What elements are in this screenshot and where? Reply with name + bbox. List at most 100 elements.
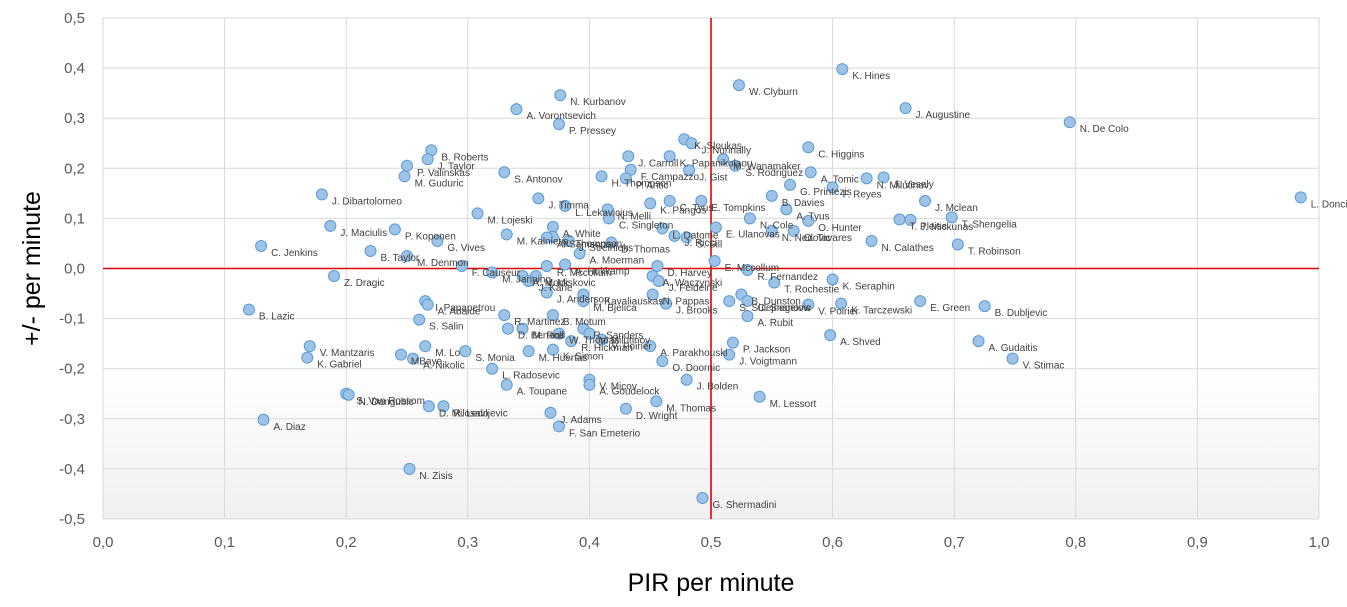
data-point — [455, 259, 468, 272]
point-label: O. Tavares — [804, 233, 852, 244]
point-label: L. Radosevic — [502, 371, 560, 382]
point-label: Z. Dragic — [344, 278, 385, 289]
point-label: N. Milutinov — [877, 180, 929, 191]
point-label: J. Mickunas — [920, 222, 973, 233]
point-label: D. Milosavljevic — [439, 408, 508, 419]
data-point — [500, 228, 513, 241]
point-label: S. Sulejmanovic — [739, 303, 811, 314]
point-label: S. Van Rossom — [356, 396, 425, 407]
point-label: R. Ledo — [453, 408, 488, 419]
data-point — [559, 199, 572, 212]
data-point — [824, 329, 837, 342]
point-label: F. Campazzo — [641, 172, 700, 183]
y-tick-label: 0,3 — [64, 110, 85, 127]
data-point — [732, 79, 745, 92]
point-label: M. Wanamaker — [733, 161, 801, 172]
point-label: F. Reyes — [843, 189, 882, 200]
data-point — [303, 340, 316, 353]
point-label: M. Janning — [502, 275, 551, 286]
reference-lines — [103, 18, 1319, 519]
data-point — [619, 402, 632, 415]
y-tick-labels: 0,5 0,4 0,3 0,2 0,1 0,0 -0,1 -0,2 -0,3 -0,4 -0,5 — [59, 10, 85, 528]
data-point — [394, 348, 407, 361]
point-label: S. Monia — [475, 353, 515, 364]
data-point — [1063, 116, 1076, 129]
x-tick-label: 0,2 — [336, 534, 357, 551]
point-label: V. Milutinov — [599, 336, 650, 347]
data-point — [663, 150, 676, 163]
point-label: J. Feldeine — [669, 283, 718, 294]
data-point — [865, 234, 878, 247]
data-point — [486, 362, 499, 375]
data-point — [559, 258, 572, 271]
data-point — [540, 259, 553, 272]
data-point — [951, 238, 964, 251]
point-label: I. Papapetrou — [435, 303, 495, 314]
data-point — [486, 266, 499, 279]
y-tick-label: 0,5 — [64, 10, 85, 27]
data-point — [553, 118, 565, 131]
point-label: N. Zisis — [419, 471, 452, 482]
data-point — [565, 335, 578, 348]
data-point — [546, 309, 559, 322]
data-point — [562, 234, 575, 247]
data-point — [919, 194, 932, 207]
data-point — [787, 224, 800, 237]
data-point — [546, 220, 559, 233]
data-point — [421, 153, 434, 166]
y-tick-label: 0,1 — [64, 210, 85, 227]
point-label: A. Hukkamp — [575, 266, 630, 277]
data-point — [660, 297, 673, 310]
x-tick-label: 0,6 — [822, 534, 843, 551]
point-label: N. Cole — [760, 220, 794, 231]
point-label: M. Guduric — [415, 178, 464, 189]
point-label: F. Causeur — [472, 268, 521, 279]
point-label: P. Jackson — [743, 345, 791, 356]
data-point — [532, 192, 545, 205]
data-point — [743, 212, 756, 225]
point-label: B. Roberts — [441, 152, 488, 163]
point-label: M. Denmon — [417, 258, 469, 269]
data-point — [802, 141, 815, 154]
data-point — [622, 150, 635, 163]
point-label: V. Poirier — [818, 307, 859, 318]
data-point — [407, 352, 420, 365]
point-label: P. Antic — [636, 180, 669, 191]
point-label: V. Stimac — [1023, 361, 1065, 372]
point-label: P. Pressey — [569, 126, 616, 137]
point-label: D. Harvey — [667, 268, 711, 279]
point-label: J. Augustine — [916, 110, 971, 121]
data-point — [498, 309, 511, 322]
point-label: R. Fernandez — [757, 272, 818, 283]
data-point — [644, 340, 657, 353]
point-label: M. Lojeski — [488, 215, 533, 226]
point-label: A. Gudaitis — [989, 343, 1038, 354]
point-label: G. Vives — [447, 243, 485, 254]
data-point — [709, 221, 722, 234]
point-label: R. Sanders — [593, 331, 643, 342]
data-point — [500, 378, 513, 391]
point-label: D. Bertans — [518, 331, 565, 342]
point-label: L. Kavaliauskas — [593, 297, 663, 308]
data-point — [717, 153, 730, 166]
point-label: L. Lekavicius — [575, 208, 633, 219]
point-label: N. Kurbanov — [570, 97, 626, 108]
point-label: A. Moerman — [590, 255, 644, 266]
data-point — [257, 413, 270, 426]
point-label: N. Pappas — [663, 297, 710, 308]
data-point — [403, 462, 416, 475]
point-label: A. Nikolic — [423, 361, 465, 372]
point-label: J. Maciulis — [340, 228, 387, 239]
data-point — [242, 303, 255, 316]
data-point — [522, 275, 535, 288]
data-point — [401, 249, 413, 262]
point-label: B. Davies — [782, 198, 825, 209]
data-point — [605, 236, 618, 249]
data-point — [663, 194, 676, 207]
point-label: H. Thompson — [612, 178, 672, 189]
point-label: MBaye — [411, 357, 443, 368]
point-label: A. Mock — [533, 278, 570, 289]
point-label: M. Thomas — [666, 403, 716, 414]
x-tick-label: 1,0 — [1309, 534, 1330, 551]
point-label: N. Melli — [618, 211, 651, 222]
